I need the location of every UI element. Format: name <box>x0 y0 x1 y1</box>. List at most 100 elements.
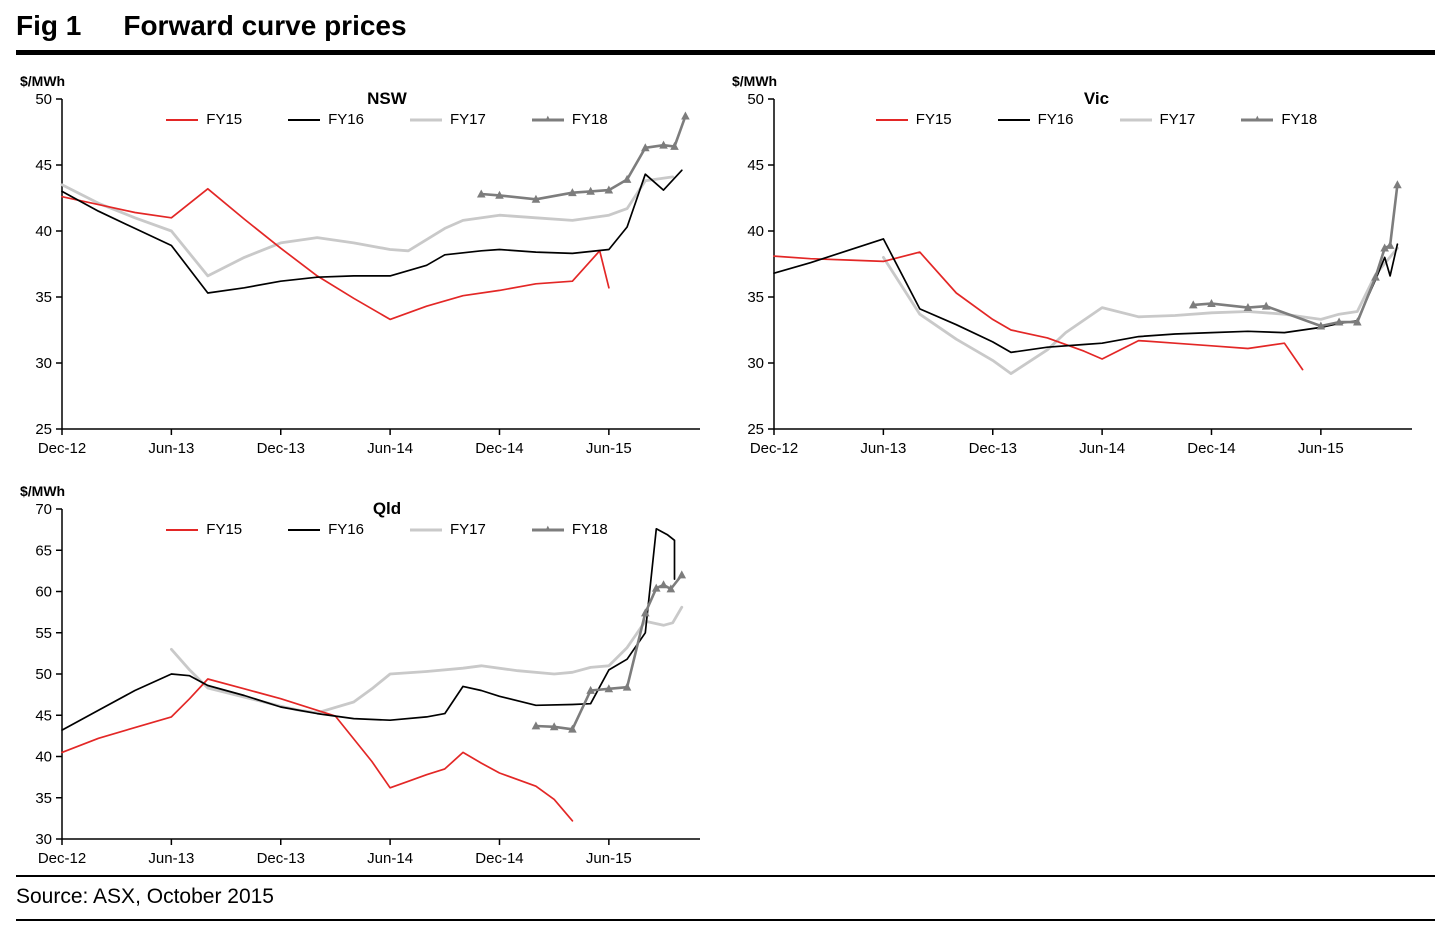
triangle-marker-icon <box>476 189 486 198</box>
triangle-marker-icon <box>531 194 541 203</box>
triangle-marker-icon <box>681 111 690 120</box>
y-tick-label: 50 <box>35 666 52 683</box>
legend-item-fy15: FY15 <box>875 111 952 128</box>
triangle-marker-icon <box>586 685 595 694</box>
figure-header: Fig 1 Forward curve prices <box>16 10 1435 55</box>
legend-line-swatch <box>410 118 442 121</box>
y-tick-label: 45 <box>35 157 52 174</box>
y-axis-unit-label: $/MWh <box>20 483 66 499</box>
qld-plot: 30 35 40 45 50 55 60 65 70 Dec-12 Jun-13 Dec-13 Jun-… <box>35 501 700 867</box>
x-tick-label: Jun-14 <box>1079 440 1125 457</box>
legend-line-swatch <box>166 528 199 531</box>
series-line-fy15 <box>61 187 610 321</box>
x-tick-label: Dec-13 <box>969 440 1017 457</box>
triangle-marker-icon: ▲ <box>542 523 553 535</box>
y-tick-label: 45 <box>35 707 52 724</box>
triangle-marker-icon <box>495 190 504 199</box>
chart-title: Qld <box>372 499 402 518</box>
y-tick-label: 55 <box>35 625 52 642</box>
y-tick-label: 35 <box>35 790 52 807</box>
legend-line-sample: ▲ <box>1241 113 1274 125</box>
y-tick-label: 30 <box>35 831 52 848</box>
series-line-fy17 <box>60 175 675 278</box>
legend-line-sample <box>166 525 199 535</box>
y-tick-label: 40 <box>35 749 52 766</box>
legend-line-sample <box>410 525 442 535</box>
triangle-marker-icon <box>1316 321 1326 330</box>
triangle-marker-icon <box>659 140 668 149</box>
legend-label: FY18 <box>571 111 608 128</box>
triangle-marker-icon <box>549 722 559 731</box>
x-tick-label: Dec-12 <box>38 850 86 867</box>
y-tick-label: 50 <box>35 91 52 108</box>
legend-line-swatch <box>1241 118 1274 121</box>
legend-line-swatch <box>166 118 199 121</box>
chart-qld: $/MWh Qld FY15 FY16 FY17 ▲ FY18 30 35 40 45 50 55 60 6… <box>16 473 728 875</box>
legend-line-sample <box>410 115 442 125</box>
legend: FY15 FY16 FY17 ▲ FY18 <box>62 111 712 128</box>
legend-line-swatch <box>531 118 564 121</box>
x-tick-label: Dec-12 <box>750 440 798 457</box>
triangle-marker-icon: ▲ <box>542 113 553 125</box>
triangle-marker-icon <box>531 721 541 730</box>
figure-label: Fig 1 <box>16 10 82 41</box>
legend-label: FY17 <box>450 111 486 128</box>
legend-line-sample <box>288 115 321 125</box>
legend-item-fy16: FY16 <box>997 111 1074 128</box>
legend-line-swatch <box>288 118 321 121</box>
triangle-marker-icon <box>1380 243 1389 252</box>
figure-title: Forward curve prices <box>123 10 407 41</box>
y-axis-unit-label: $/MWh <box>20 73 66 89</box>
legend-item-fy18: ▲ FY18 <box>1241 111 1317 128</box>
y-tick-label: 45 <box>747 157 764 174</box>
legend-line-swatch <box>875 118 908 121</box>
triangle-marker-icon: ▲ <box>1252 113 1263 125</box>
y-tick-label: 25 <box>747 421 764 438</box>
triangle-marker-icon <box>1385 240 1395 249</box>
y-tick-label: 65 <box>35 542 52 559</box>
legend-item-fy18: ▲ FY18 <box>531 521 608 538</box>
legend-item-fy16: FY16 <box>288 111 364 128</box>
y-tick-label: 70 <box>35 501 52 518</box>
series-line-fy18 <box>534 573 684 731</box>
series-line-fy16 <box>773 238 1399 354</box>
legend-label: FY15 <box>206 521 243 538</box>
triangle-marker-icon <box>604 684 614 693</box>
chart-title: Vic <box>1083 89 1110 108</box>
legend-item-fy17: FY17 <box>1119 111 1195 128</box>
legend-line-sample <box>997 115 1030 125</box>
legend-item-fy15: FY15 <box>166 521 242 538</box>
triangle-marker-icon <box>666 584 676 593</box>
y-tick-label: 40 <box>35 223 52 240</box>
legend-line-swatch <box>997 118 1030 121</box>
triangle-marker-icon <box>568 724 577 733</box>
legend-item-fy17: FY17 <box>410 521 486 538</box>
y-tick-label: 40 <box>747 223 764 240</box>
triangle-marker-icon <box>622 174 632 183</box>
x-tick-label: Dec-13 <box>257 440 305 457</box>
y-tick-label: 35 <box>35 289 52 306</box>
legend-line-sample <box>166 115 199 125</box>
x-tick-label: Jun-14 <box>367 440 413 457</box>
triangle-marker-icon <box>568 188 577 197</box>
legend-label: FY15 <box>206 111 243 128</box>
chart-vic: $/MWh Vic FY15 FY16 FY17 ▲ FY18 25 30 35 40 45 50 Dec… <box>728 63 1435 473</box>
triangle-marker-icon <box>659 580 668 589</box>
legend-label: FY18 <box>571 521 608 538</box>
legend-item-fy18: ▲ FY18 <box>531 111 608 128</box>
legend-line-swatch <box>1119 118 1152 121</box>
x-tick-label: Jun-15 <box>1298 440 1344 457</box>
legend-label: FY16 <box>1037 111 1074 128</box>
triangle-marker-icon <box>651 583 661 592</box>
triangle-marker-icon <box>1188 300 1198 309</box>
y-tick-label: 30 <box>747 355 764 372</box>
series-line-fy16 <box>61 527 676 731</box>
vic-plot: 25 30 35 40 45 50 Dec-12 Jun-13 Dec-13 Jun-14 Dec-… <box>747 91 1412 457</box>
x-tick-label: Jun-15 <box>586 850 632 867</box>
series-line-fy18 <box>479 114 687 201</box>
legend-item-fy17: FY17 <box>410 111 486 128</box>
x-tick-label: Dec-14 <box>475 850 523 867</box>
series-line-fy16 <box>61 169 683 294</box>
triangle-marker-icon <box>1371 272 1380 281</box>
legend-line-sample: ▲ <box>531 113 564 125</box>
